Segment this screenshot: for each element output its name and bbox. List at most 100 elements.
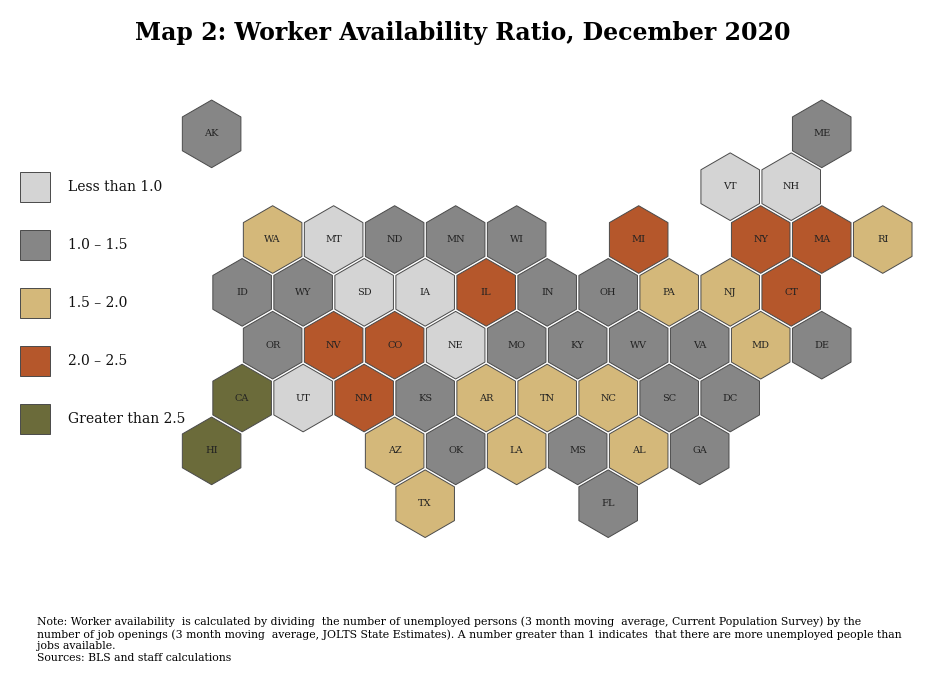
Polygon shape — [304, 206, 363, 273]
Polygon shape — [610, 206, 668, 273]
Polygon shape — [487, 311, 546, 379]
Polygon shape — [20, 230, 50, 260]
Polygon shape — [762, 258, 820, 326]
Text: Less than 1.0: Less than 1.0 — [68, 179, 162, 193]
Text: ID: ID — [236, 288, 248, 297]
Text: LA: LA — [510, 446, 524, 455]
Polygon shape — [396, 258, 454, 326]
Text: Note: Worker availability  is calculated by dividing  the number of unemployed p: Note: Worker availability is calculated … — [37, 617, 902, 663]
Polygon shape — [762, 153, 820, 220]
Polygon shape — [457, 258, 515, 326]
Text: IL: IL — [481, 288, 491, 297]
Polygon shape — [487, 206, 546, 273]
Text: AL: AL — [632, 446, 646, 455]
Polygon shape — [793, 206, 851, 273]
Polygon shape — [640, 258, 698, 326]
Polygon shape — [549, 311, 607, 379]
Text: TX: TX — [418, 499, 432, 508]
Polygon shape — [365, 311, 424, 379]
Text: 1.5 – 2.0: 1.5 – 2.0 — [68, 296, 127, 310]
Text: 2.0 – 2.5: 2.0 – 2.5 — [68, 354, 127, 368]
Polygon shape — [457, 365, 515, 432]
Polygon shape — [20, 288, 50, 318]
Polygon shape — [335, 258, 393, 326]
Polygon shape — [549, 417, 607, 484]
Polygon shape — [701, 365, 759, 432]
Text: AK: AK — [204, 130, 219, 139]
Polygon shape — [274, 258, 332, 326]
Text: VA: VA — [693, 341, 707, 350]
Text: SC: SC — [662, 394, 676, 403]
Text: NJ: NJ — [724, 288, 736, 297]
Polygon shape — [518, 365, 576, 432]
Polygon shape — [518, 258, 576, 326]
Polygon shape — [610, 417, 668, 484]
Polygon shape — [182, 100, 240, 168]
Text: FL: FL — [601, 499, 615, 508]
Text: AR: AR — [479, 394, 493, 403]
Polygon shape — [610, 311, 668, 379]
Text: WY: WY — [295, 288, 312, 297]
Text: IA: IA — [420, 288, 431, 297]
Text: MI: MI — [632, 235, 646, 244]
Polygon shape — [20, 404, 50, 434]
Text: MS: MS — [569, 446, 586, 455]
Text: PA: PA — [663, 288, 675, 297]
Polygon shape — [640, 365, 698, 432]
Text: NM: NM — [355, 394, 374, 403]
Text: NV: NV — [326, 341, 341, 350]
Text: OK: OK — [448, 446, 463, 455]
Text: KS: KS — [418, 394, 432, 403]
Polygon shape — [426, 311, 485, 379]
Text: NY: NY — [753, 235, 768, 244]
Polygon shape — [213, 258, 271, 326]
Text: TN: TN — [539, 394, 555, 403]
Polygon shape — [365, 206, 424, 273]
Polygon shape — [426, 417, 485, 484]
Polygon shape — [732, 206, 790, 273]
Polygon shape — [335, 365, 393, 432]
Text: NE: NE — [448, 341, 463, 350]
Polygon shape — [579, 470, 637, 538]
Polygon shape — [579, 258, 637, 326]
Text: NC: NC — [600, 394, 616, 403]
Text: SD: SD — [357, 288, 372, 297]
Polygon shape — [274, 365, 332, 432]
Text: DE: DE — [814, 341, 829, 350]
Polygon shape — [243, 206, 302, 273]
Text: KY: KY — [571, 341, 585, 350]
Text: CO: CO — [387, 341, 402, 350]
Polygon shape — [426, 206, 485, 273]
Polygon shape — [793, 311, 851, 379]
Text: WV: WV — [630, 341, 648, 350]
Text: MN: MN — [447, 235, 465, 244]
Text: ND: ND — [387, 235, 402, 244]
Text: ME: ME — [813, 130, 831, 139]
Text: DC: DC — [722, 394, 738, 403]
Text: OH: OH — [600, 288, 616, 297]
Polygon shape — [243, 311, 302, 379]
Polygon shape — [304, 311, 363, 379]
Polygon shape — [365, 417, 424, 484]
Text: UT: UT — [296, 394, 311, 403]
Polygon shape — [701, 153, 759, 220]
Text: OR: OR — [265, 341, 280, 350]
Text: MA: MA — [813, 235, 831, 244]
Text: 1.0 – 1.5: 1.0 – 1.5 — [68, 238, 128, 252]
Polygon shape — [732, 311, 790, 379]
Text: GA: GA — [692, 446, 707, 455]
Text: CT: CT — [784, 288, 798, 297]
Polygon shape — [487, 417, 546, 484]
Polygon shape — [854, 206, 912, 273]
Text: MT: MT — [326, 235, 342, 244]
Text: HI: HI — [205, 446, 218, 455]
Text: Greater than 2.5: Greater than 2.5 — [68, 412, 185, 426]
Text: Map 2: Worker Availability Ratio, December 2020: Map 2: Worker Availability Ratio, Decemb… — [135, 21, 790, 45]
Polygon shape — [396, 470, 454, 538]
Polygon shape — [396, 365, 454, 432]
Polygon shape — [213, 365, 271, 432]
Text: WA: WA — [265, 235, 281, 244]
Text: CA: CA — [235, 394, 250, 403]
Polygon shape — [20, 346, 50, 376]
Text: NH: NH — [783, 182, 800, 191]
